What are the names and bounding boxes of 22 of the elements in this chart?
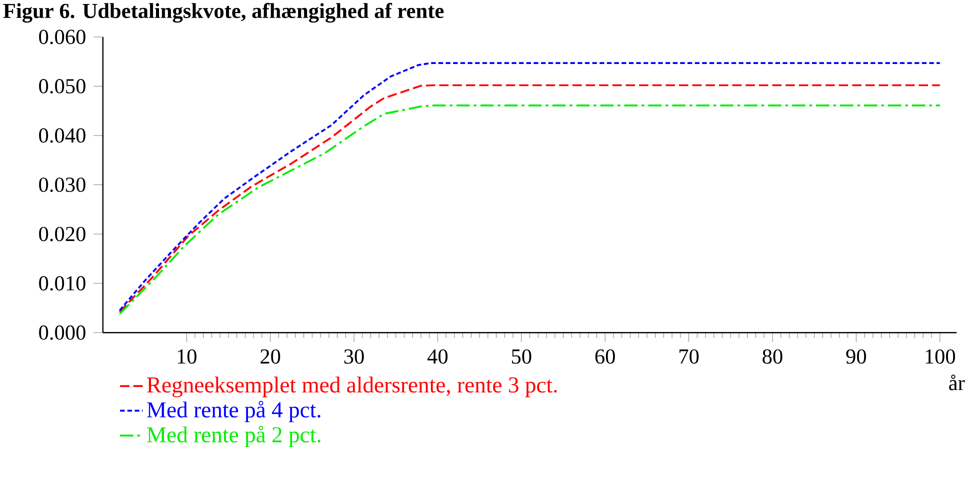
y-tick-label: 0.020 <box>39 226 86 242</box>
legend-label: Med rente på 4 pct. <box>147 400 320 422</box>
y-tick-label: 0.010 <box>39 276 86 290</box>
x-tick-label: 100 <box>926 349 956 364</box>
x-tick-label: 90 <box>846 349 866 364</box>
y-tick-label: 0.000 <box>39 325 86 340</box>
y-tick-label: 0.060 <box>39 30 86 44</box>
chart-title: Figur 6. Udbetalingskvote, afhængighed af rente <box>3 2 444 22</box>
x-tick-label: 10 <box>178 349 196 364</box>
x-tick-label: 60 <box>595 349 615 364</box>
legend-label: Regneeksemplet med aldersrente, rente 3 pct. <box>147 376 557 398</box>
y-tick-label: 0.050 <box>39 78 86 94</box>
x-tick-label: 70 <box>680 349 699 364</box>
x-tick-label: 30 <box>344 349 364 364</box>
x-tick-label: 20 <box>260 349 280 364</box>
y-tick-label: 0.030 <box>39 177 86 192</box>
x-tick-label: 50 <box>512 349 532 364</box>
x-axis-title: år <box>949 374 965 390</box>
x-tick-label: 80 <box>762 349 782 364</box>
x-tick-label: 40 <box>427 349 448 364</box>
legend-label: Med rente på 2 pct. <box>147 426 320 447</box>
y-tick-label: 0.040 <box>39 128 86 143</box>
